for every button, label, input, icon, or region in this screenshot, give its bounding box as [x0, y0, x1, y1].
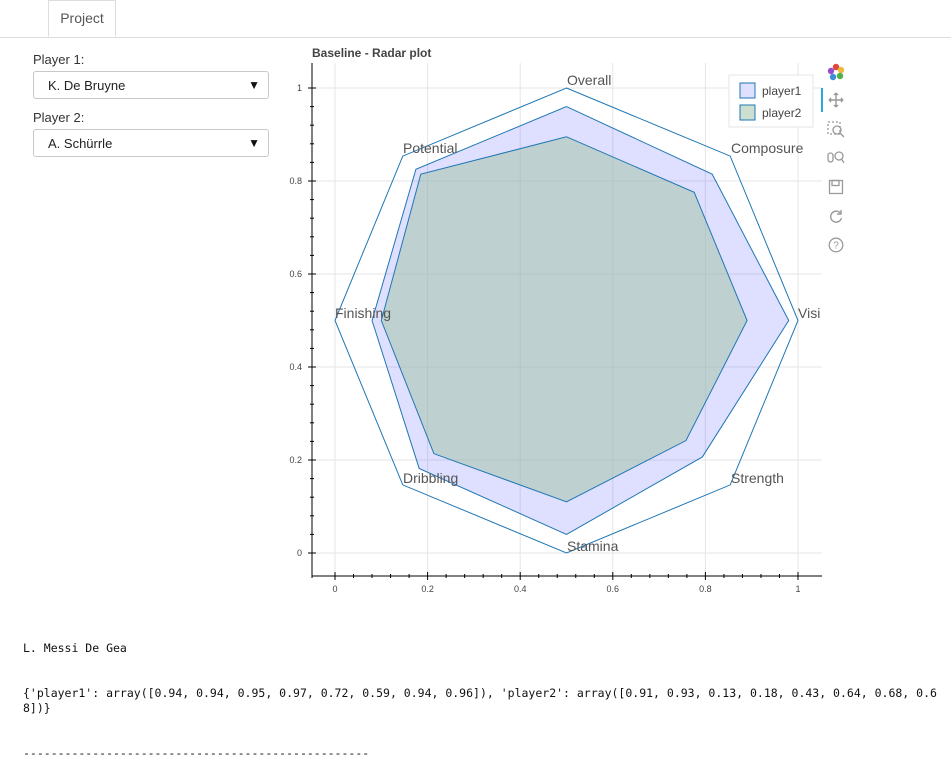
svg-text:?: ?: [833, 241, 839, 252]
y-tick-label: 0.8: [289, 176, 302, 186]
radar-axis-label: Visi: [798, 305, 820, 321]
player2-select[interactable]: A. Schürrle ▼: [33, 129, 269, 157]
player1-select-value: K. De Bruyne: [48, 78, 126, 93]
chevron-down-icon: ▼: [248, 136, 260, 150]
tab-project[interactable]: Project: [48, 0, 116, 37]
bokeh-logo-icon[interactable]: [826, 62, 846, 82]
y-tick-label: 1: [297, 83, 302, 93]
radar-outline: [334, 87, 799, 554]
x-tick-label: 0.6: [607, 584, 620, 594]
player2-select-value: A. Schürrle: [48, 136, 113, 151]
legend-swatch-player1: [739, 82, 756, 99]
radar-axis-label: Dribbling: [403, 470, 458, 486]
x-tick-label: 0.4: [514, 584, 527, 594]
help-icon[interactable]: ?: [826, 235, 846, 255]
pan-icon[interactable]: [826, 90, 846, 110]
legend-swatch-player2: [739, 104, 756, 121]
player2-label: Player 2:: [33, 110, 85, 125]
legend-label-player1: player1: [762, 84, 802, 98]
radar-plot: Baseline - Radar plot 0 0.2 0.4 0.6 0.8 1 0 0.2 0…: [289, 46, 822, 594]
active-tool-indicator: [821, 88, 823, 112]
legend-label-player2: player2: [762, 106, 802, 120]
x-tick-label: 0: [332, 584, 337, 594]
radar-polygon-player2: [380, 136, 748, 503]
radar-axis-label: Strength: [731, 470, 784, 486]
y-tick-label: 0.2: [289, 455, 302, 465]
x-tick-label: 1: [795, 584, 800, 594]
radar-axis-label: Potential: [403, 140, 457, 156]
console-output: L. Messi De Gea {'player1': array([0.94,…: [23, 611, 943, 776]
console-line-1: L. Messi De Gea: [23, 641, 127, 655]
box-zoom-icon[interactable]: [826, 120, 846, 140]
tab-bar: Project: [0, 0, 951, 38]
radar-axis-label: Composure: [731, 140, 804, 156]
console-line-3: ----------------------------------------…: [23, 746, 370, 760]
player1-select[interactable]: K. De Bruyne ▼: [33, 71, 269, 99]
chevron-down-icon: ▼: [248, 78, 260, 92]
y-tick-label: 0.6: [289, 269, 302, 279]
y-tick-label: 0: [297, 548, 302, 558]
save-icon[interactable]: [826, 177, 846, 197]
legend: player1 player2: [728, 74, 814, 128]
radar-axis-label: Stamina: [567, 538, 619, 554]
chart-title: Baseline - Radar plot: [312, 46, 431, 60]
y-tick-label: 0.4: [289, 362, 302, 372]
console-line-2: {'player1': array([0.94, 0.94, 0.95, 0.9…: [23, 686, 937, 715]
x-tick-label: 0.8: [699, 584, 712, 594]
radar-axis-label: Finishing: [335, 305, 391, 321]
reset-icon[interactable]: [826, 206, 846, 226]
wheel-zoom-icon[interactable]: [826, 148, 846, 168]
player1-label: Player 1:: [33, 52, 85, 67]
x-tick-label: 0.2: [421, 584, 434, 594]
radar-axis-label: Overall: [567, 72, 611, 88]
